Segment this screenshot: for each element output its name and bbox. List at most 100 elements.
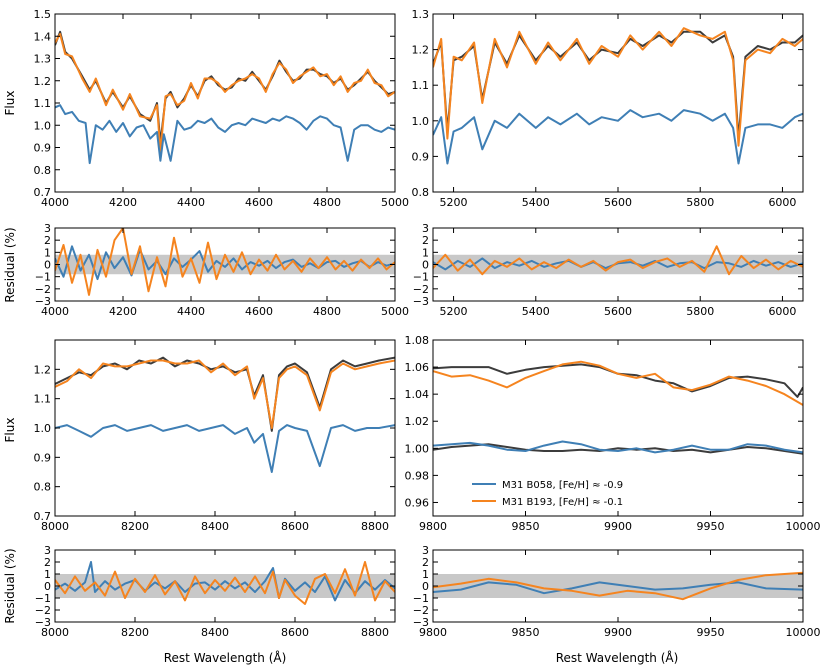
y-tick-label: −2 — [35, 604, 51, 617]
plot-area-r1 — [55, 228, 395, 296]
y-tick-label: −2 — [413, 604, 429, 617]
x-tick-label: 8000 — [41, 626, 69, 639]
series-line-m31-b193 — [433, 245, 803, 276]
plot-area-r3 — [55, 561, 395, 605]
y-tick-label: 1.3 — [412, 8, 430, 21]
series-line-m31-b193 — [433, 360, 803, 406]
chart-panel-p4: 9800 9850 9900 9950 10000 0.96 0.98 1.00 1.02 1.0… — [405, 334, 821, 533]
y-tick-label: 1.4 — [34, 30, 52, 43]
legend: M31 B058, [Fe/H] ≈ -0.9 M31 B193, [Fe/H]… — [472, 480, 623, 508]
y-tick-label: 0.8 — [34, 164, 52, 177]
x-tick-label: 4000 — [41, 196, 69, 209]
x-tick-label: 9900 — [604, 520, 632, 533]
y-tick-label: 0.7 — [34, 186, 52, 199]
y-tick-label: 1.00 — [405, 442, 430, 455]
y-tick-label: 1.2 — [412, 44, 430, 57]
series-line-m31-b193 — [55, 33, 395, 153]
plot-area-p2 — [433, 27, 803, 165]
y-tick-label: 1.1 — [34, 393, 52, 406]
y-tick-label: −3 — [35, 295, 51, 308]
y-tick-label: 1 — [44, 246, 51, 259]
y-tick-label: 0.7 — [34, 510, 52, 523]
x-axis-label-right: Rest Wavelength (Å) — [556, 650, 679, 665]
x-tick-label: 4800 — [313, 196, 341, 209]
panels-layer: 4000 4200 4400 4600 4800 5000 0.7 0.8 0.9 1.0 1.1 1… — [34, 8, 821, 639]
x-tick-label: 5400 — [522, 196, 550, 209]
x-tick-label: 4000 — [41, 305, 69, 318]
x-tick-label: 5600 — [604, 196, 632, 209]
residual-axis-label-top: Residual (%) — [3, 227, 17, 302]
y-tick-label: −3 — [35, 616, 51, 629]
chart-panel-p3: 8000 8200 8400 8600 8800 0.7 0.8 0.9 1.0 1.1 1.2 — [34, 339, 396, 533]
series-line-m31-b193 — [55, 228, 395, 296]
y-tick-label: 1 — [44, 568, 51, 581]
series-line-m31-b058 — [55, 245, 395, 281]
plot-area-p3 — [55, 356, 395, 473]
y-tick-label: 0 — [44, 580, 51, 593]
plot-area-r2 — [433, 245, 803, 276]
uncertainty-band — [433, 574, 803, 598]
y-tick-label: 3 — [44, 222, 51, 235]
y-tick-label: 2 — [44, 234, 51, 247]
x-tick-label: 6000 — [768, 305, 796, 318]
series-line-m31-b058 — [433, 581, 803, 595]
x-tick-label: 4200 — [109, 305, 137, 318]
x-tick-label: 9850 — [512, 520, 540, 533]
y-tick-label: −1 — [413, 271, 429, 284]
y-tick-label: −1 — [35, 271, 51, 284]
x-tick-label: 8200 — [121, 626, 149, 639]
x-tick-label: 10000 — [786, 520, 821, 533]
y-tick-label: 0.98 — [405, 469, 430, 482]
y-tick-label: 0.96 — [405, 496, 430, 509]
legend-label-b058: M31 B058, [Fe/H] ≈ -0.9 — [502, 480, 623, 491]
x-tick-label: 4600 — [245, 196, 273, 209]
series-line-m31-b193 — [433, 571, 803, 601]
y-tick-label: −1 — [35, 592, 51, 605]
y-tick-label: 3 — [422, 544, 429, 557]
y-tick-label: 1.2 — [34, 363, 52, 376]
x-tick-label: 8800 — [361, 626, 389, 639]
x-tick-label: 9800 — [419, 520, 447, 533]
y-tick-label: 1.06 — [405, 361, 430, 374]
y-tick-label: 1.3 — [34, 53, 52, 66]
x-tick-label: 8600 — [281, 520, 309, 533]
chart-panel-p1: 4000 4200 4400 4600 4800 5000 0.7 0.8 0.9 1.0 1.1 1… — [34, 8, 410, 209]
series-line-b193-model — [433, 363, 803, 398]
y-tick-label: 2 — [44, 556, 51, 569]
x-tick-label: 4400 — [177, 305, 205, 318]
y-tick-label: 0.8 — [412, 186, 430, 199]
y-tick-label: 1.2 — [34, 75, 52, 88]
y-tick-label: 0.9 — [412, 150, 430, 163]
legend-label-b193: M31 B193, [Fe/H] ≈ -0.1 — [502, 497, 623, 508]
y-tick-label: 0 — [422, 580, 429, 593]
x-tick-label: 9900 — [604, 626, 632, 639]
y-tick-label: −2 — [35, 283, 51, 296]
x-tick-label: 8800 — [361, 520, 389, 533]
x-tick-label: 4200 — [109, 196, 137, 209]
y-tick-label: −3 — [413, 616, 429, 629]
x-tick-label: 10000 — [786, 626, 821, 639]
series-line-m31-b193 — [55, 561, 395, 605]
flux-axis-label-bottom: Flux — [3, 418, 17, 443]
series-line-m31-b193 — [55, 359, 395, 429]
y-tick-label: 1.0 — [34, 119, 52, 132]
series-line-b193-model — [55, 356, 395, 432]
y-tick-label: 1.5 — [34, 8, 52, 21]
x-tick-label: 8400 — [201, 520, 229, 533]
axes-frame — [432, 13, 804, 193]
plot-area-p1 — [55, 30, 395, 165]
y-tick-label: 2 — [422, 234, 429, 247]
chart-panel-p2: 5200 5400 5600 5800 6000 0.8 0.9 1.0 1.1 1.2 1.3 — [412, 8, 804, 209]
y-tick-label: 1.08 — [405, 334, 430, 347]
x-tick-label: 8600 — [281, 626, 309, 639]
y-tick-label: 0.9 — [34, 451, 52, 464]
series-line-b193-model — [433, 30, 803, 140]
flux-axis-label-top: Flux — [3, 91, 17, 116]
x-tick-label: 5000 — [381, 305, 409, 318]
plot-area-r4 — [433, 571, 803, 601]
y-tick-label: 0.9 — [34, 142, 52, 155]
x-tick-label: 9950 — [697, 520, 725, 533]
x-tick-label: 4800 — [313, 305, 341, 318]
